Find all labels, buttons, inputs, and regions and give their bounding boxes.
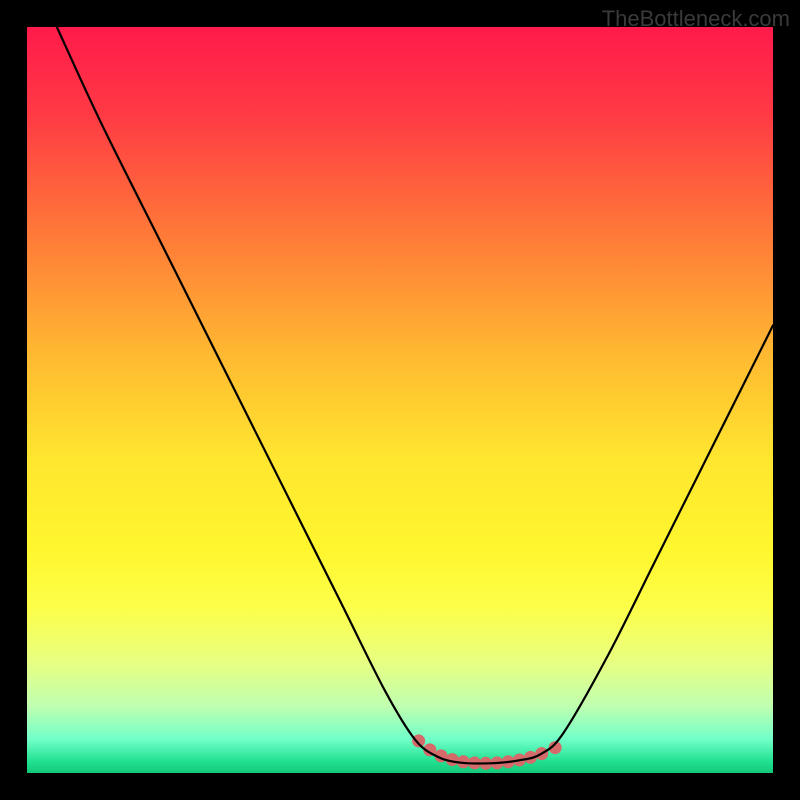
attribution-text: TheBottleneck.com: [602, 6, 790, 32]
curve-layer: [27, 27, 773, 773]
bottleneck-curve: [57, 27, 773, 764]
bottleneck-chart: TheBottleneck.com: [0, 0, 800, 800]
valley-marker: [412, 734, 425, 747]
plot-area: [27, 27, 773, 773]
marker-group: [412, 734, 562, 769]
